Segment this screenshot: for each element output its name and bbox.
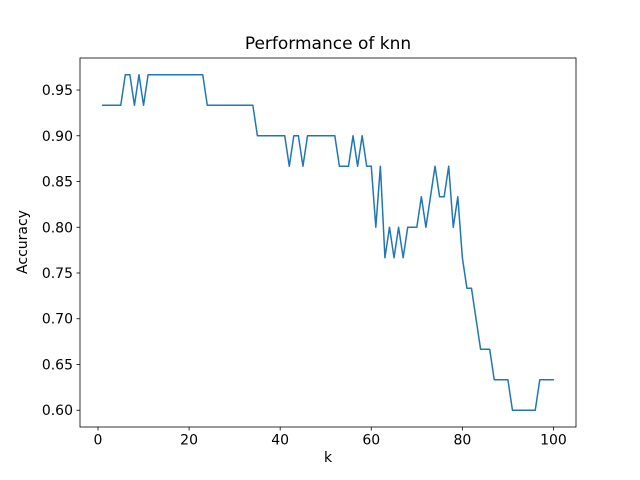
y-tick-label: 0.65 bbox=[42, 357, 73, 373]
accuracy-line bbox=[101, 73, 555, 411]
y-tick-label: 0.80 bbox=[42, 220, 73, 236]
x-tick-label: 80 bbox=[453, 433, 471, 449]
axis-ticks: 0 20 40 60 80 100 0.60 0.65 0.70 0.75 0.80 0.85 0.90… bbox=[42, 83, 567, 448]
x-axis-label: k bbox=[324, 450, 333, 466]
x-tick-label: 20 bbox=[180, 433, 198, 449]
y-tick-label: 0.85 bbox=[42, 175, 73, 191]
plot-border bbox=[79, 57, 577, 428]
y-tick-label: 0.70 bbox=[42, 312, 73, 328]
x-tick-label: 60 bbox=[362, 433, 380, 449]
x-tick-label: 0 bbox=[94, 433, 103, 449]
x-tick-label: 40 bbox=[271, 433, 289, 449]
y-tick-label: 0.95 bbox=[42, 83, 73, 99]
y-tick-label: 0.75 bbox=[42, 266, 73, 282]
accuracy-line-layer bbox=[101, 73, 555, 411]
y-tick-label: 0.60 bbox=[42, 403, 73, 419]
y-axis-label: Accuracy bbox=[15, 210, 31, 274]
chart-title: Performance of knn bbox=[245, 34, 411, 54]
x-tick-label: 100 bbox=[540, 433, 567, 449]
y-tick-label: 0.90 bbox=[42, 129, 73, 145]
